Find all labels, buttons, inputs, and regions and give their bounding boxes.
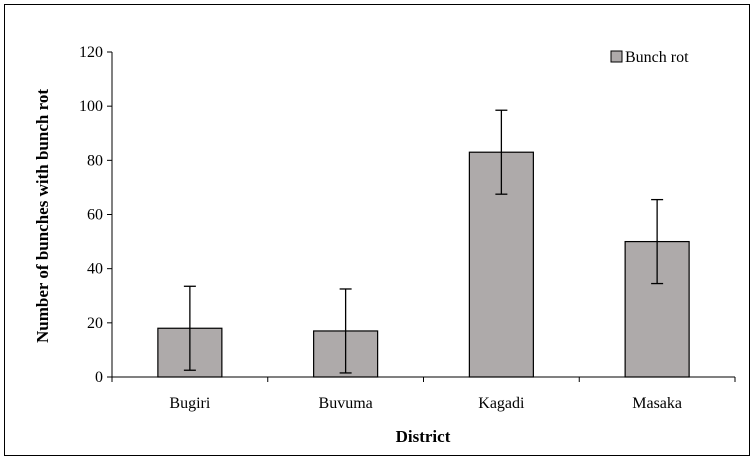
legend-label: Bunch rot	[625, 49, 689, 66]
x-tick-label: Kagadi	[478, 395, 525, 412]
error-bars	[183, 109, 664, 374]
y-tick-label: 40	[87, 261, 103, 278]
y-tick-label: 100	[79, 98, 103, 115]
legend-swatch	[610, 50, 623, 63]
y-axis: 0 20 40 60 80 100 120	[79, 44, 113, 386]
chart-frame	[4, 4, 750, 456]
legend[interactable]: Bunch rot	[610, 49, 689, 66]
y-axis-title: Number of bunches with bunch rot	[33, 89, 52, 343]
y-tick-label: 20	[87, 315, 103, 332]
y-tick-label: 60	[87, 207, 103, 224]
x-tick-label: Buvuma	[319, 395, 373, 412]
bars	[157, 151, 690, 378]
y-tick-label: 0	[95, 369, 103, 386]
y-tick-label: 120	[79, 44, 103, 61]
x-tick-label: Masaka	[632, 395, 682, 412]
x-axis: Bugiri Buvuma Kagadi Masaka	[111, 376, 736, 412]
y-tick-label: 80	[87, 152, 103, 169]
x-tick-label: Bugiri	[169, 395, 210, 412]
x-axis-title: District	[396, 427, 451, 446]
